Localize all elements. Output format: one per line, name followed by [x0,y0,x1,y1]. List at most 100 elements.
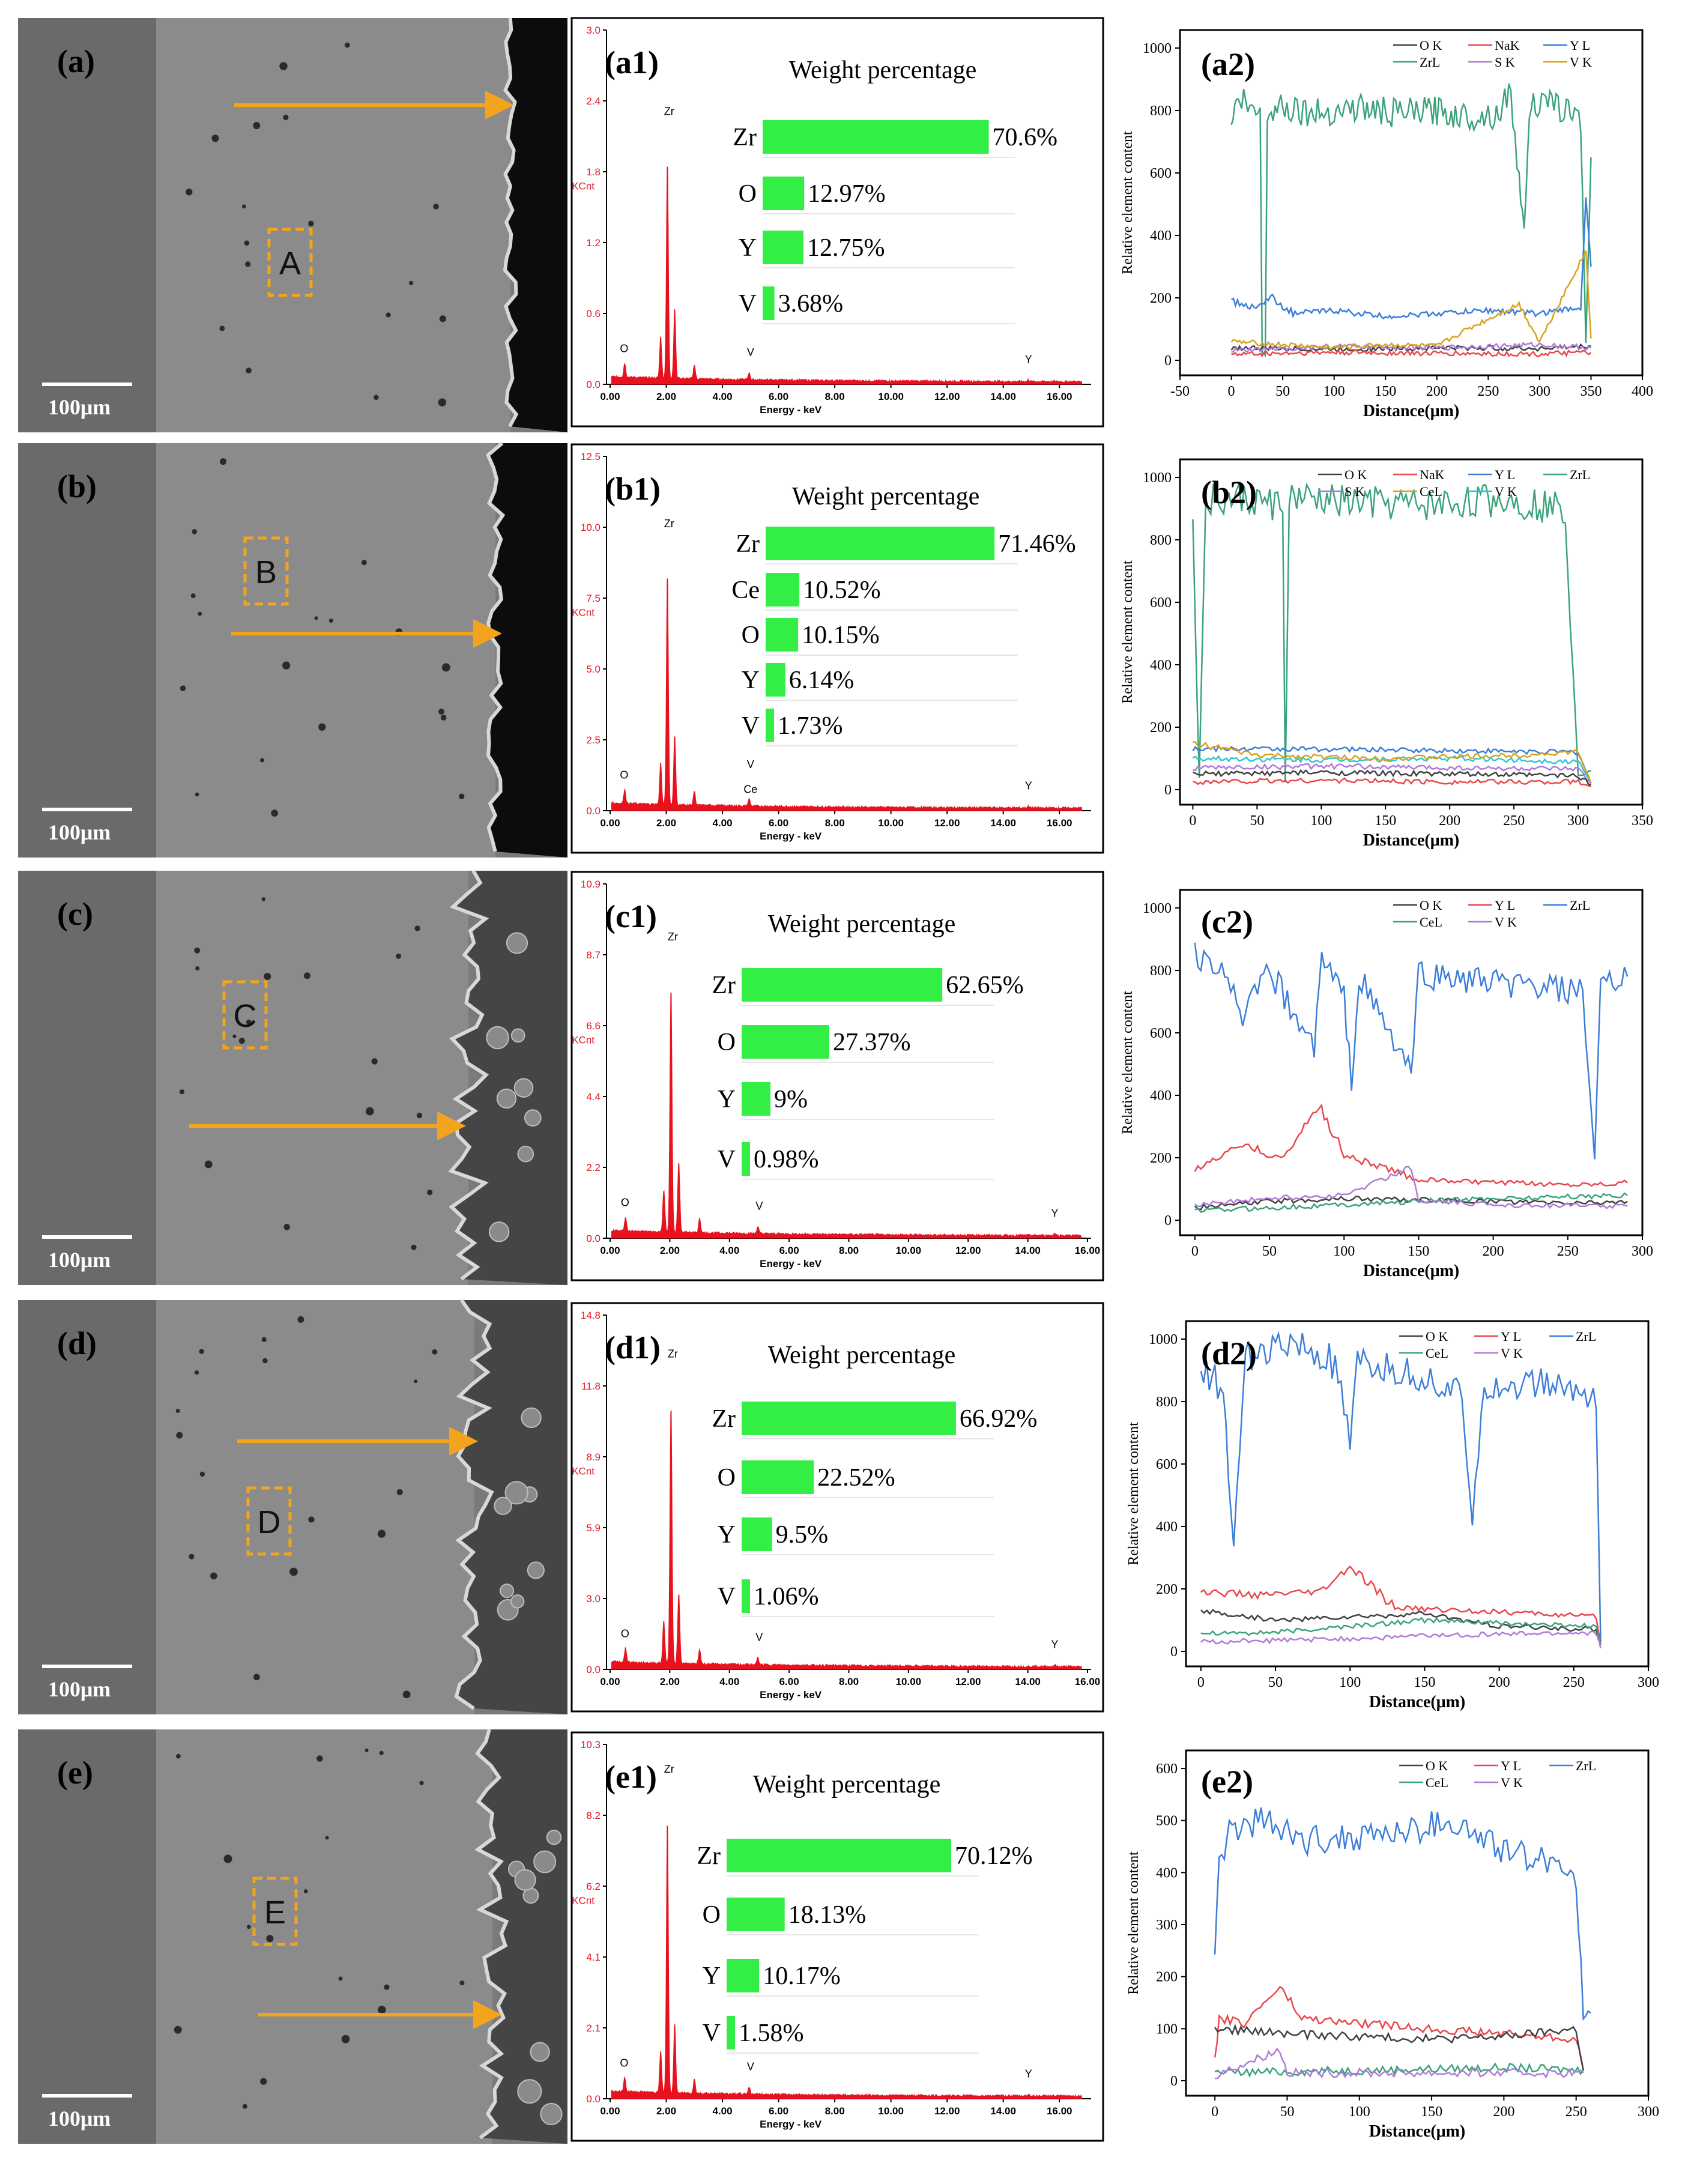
y-tick-label: 600 [1150,1026,1172,1041]
y-tick-label: 200 [1150,291,1172,306]
sem-surface-nodule [514,1869,536,1891]
sem-pore [175,1409,180,1414]
y-axis-label: Relative element content [1120,991,1136,1134]
sem-outer-region [451,871,567,1285]
legend-label: NaK [1495,38,1520,53]
sem-pore [289,1567,298,1576]
sem-pore [308,1516,315,1523]
legend-label: NaK [1420,467,1445,482]
y-tick-label: 0 [1170,1644,1178,1660]
sem-pore [365,1107,374,1116]
eds-peak-label: Zr [664,518,674,530]
weight-value-label: 1.73% [778,712,843,740]
eds-y-axis-label: KCnt [572,1895,594,1907]
sem-pore [246,1925,251,1929]
eds-x-tick-label: 8.00 [825,2105,845,2117]
sem-pore [459,1980,465,1986]
sem-panel-label: (b) [57,468,97,504]
weight-value-label: 66.92% [960,1405,1038,1433]
legend-label: O K [1420,898,1442,913]
weight-category-label: Zr [712,1405,736,1433]
sem-pore [246,368,252,374]
eds-x-tick-label: 16.00 [1075,1676,1101,1687]
sem-surface-nodule [530,2042,550,2062]
eds-y-tick-label: 2.4 [586,95,600,107]
sem-substrate-zone [18,871,168,1285]
weight-category-label: V [703,2019,721,2047]
eds-x-tick-label: 0.00 [600,2105,620,2117]
eds-x-tick-label: 10.00 [878,817,904,829]
sem-pore [192,529,198,534]
x-axis-label: Distance(μm) [1369,1693,1466,1711]
sem-pore [190,593,196,598]
sem-interface-edge [454,1299,494,1710]
sem-pore [174,2025,182,2034]
eds-y-tick-label: 11.8 [581,1381,600,1392]
sem-pore [199,1471,205,1477]
y-axis-label: Relative element content [1120,131,1136,274]
eds-x-tick-label: 4.00 [719,1676,739,1687]
eds-peak-label: O [620,2057,628,2069]
x-axis-label: Distance(μm) [1363,1262,1460,1280]
eds-peak-label: O [621,1197,629,1209]
y-tick-label: 500 [1156,1813,1178,1829]
series-line-VK [1192,755,1592,784]
eds-y-tick-label: 10.9 [581,879,600,890]
weight-bar [766,709,774,742]
eds-y-tick-label: 10.3 [581,1739,600,1750]
sem-coating-zone [156,18,510,432]
legend-label: V K [1495,484,1517,499]
legend-label: V K [1570,55,1592,70]
sem-pore [244,240,250,246]
series-line-YL [1231,197,1592,320]
y-axis-label: Relative element content [1126,1851,1142,1995]
eds-peak-label: Y [1051,1638,1058,1650]
y-tick-label: 400 [1156,1519,1178,1535]
eds-y-tick-label: 0.0 [586,805,600,817]
eds-panel-label: (b1) [605,471,661,507]
eds-x-tick-label: 14.00 [990,817,1016,829]
y-tick-label: 0 [1170,2074,1178,2089]
sem-substrate-zone [18,1300,168,1714]
sem-pore [341,2034,350,2043]
sem-pore [365,1748,369,1752]
sem-pore [386,312,391,318]
eds-peak-label: V [747,758,754,770]
eds-peak-label: Y [1051,1207,1058,1219]
sem-coating-zone [156,871,468,1285]
sem-substrate-zone [18,1729,168,2144]
eds-x-tick-label: 14.00 [990,391,1016,402]
eds-y-tick-label: 3.0 [586,1593,600,1605]
eds-x-axis-label: Energy - keV [760,2119,822,2130]
sem-surface-nodule [540,2102,563,2126]
weight-value-label: 62.65% [946,972,1024,999]
eds-y-axis-label: KCnt [572,1035,594,1046]
sem-coating-zone [156,1729,492,2144]
legend-label: ZrL [1570,467,1590,482]
weight-value-label: 18.13% [788,1901,867,1929]
series-line-CeL [1193,741,1592,784]
eds-x-tick-label: 4.00 [713,391,733,402]
sem-coating-zone [156,1300,474,1714]
weight-value-label: 9% [774,1086,808,1113]
series-line-SK [1193,763,1592,784]
sem-coating-zone [156,443,495,858]
sem-micrograph-d: (d) D 100μm [18,1299,567,1714]
sem-pore [438,709,444,715]
weight-value-label: 1.58% [739,2019,804,2047]
x-tick-label: 150 [1375,384,1396,399]
weight-bar [727,1839,951,1872]
sem-pore [396,954,401,959]
eds-panel-a1: 0.0 0.6 1.2 1.8 2.4 3.0 KCnt 0.00 2.00 4.00 6.00 8.… [570,17,1104,428]
x-tick-label: 50 [1250,813,1264,829]
x-tick-label: -50 [1170,384,1190,399]
sem-pore [180,685,186,692]
eds-x-tick-label: 8.00 [839,1676,859,1687]
x-tick-label: 150 [1375,813,1396,829]
sem-pore [411,1244,417,1250]
eds-peak-label: Y [1025,779,1032,791]
eds-y-tick-label: 12.5 [581,451,600,462]
eds-x-tick-label: 4.00 [713,817,733,829]
series-line-OK [1200,1609,1602,1646]
